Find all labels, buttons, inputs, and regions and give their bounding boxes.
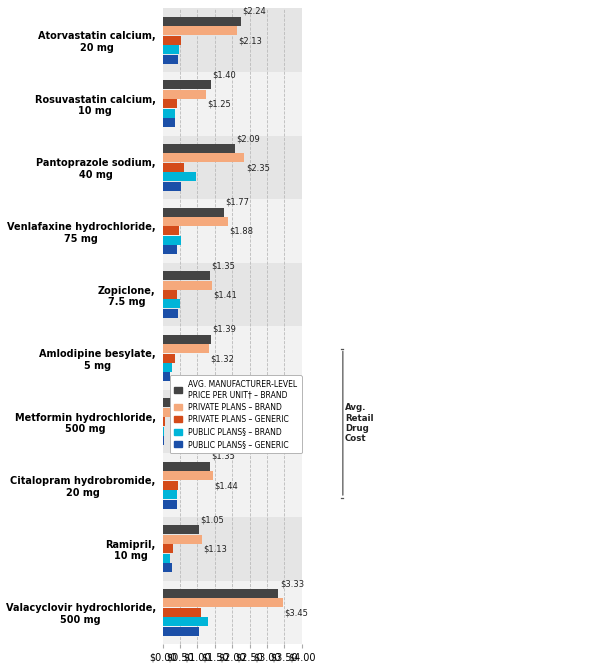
Bar <box>163 26 237 35</box>
Bar <box>163 55 178 63</box>
Text: $3.45: $3.45 <box>284 609 308 617</box>
Bar <box>163 118 175 127</box>
Text: $2.09: $2.09 <box>237 134 260 143</box>
Text: $1.44: $1.44 <box>214 481 238 490</box>
Bar <box>163 326 302 390</box>
Bar <box>163 100 176 108</box>
Bar <box>163 144 235 153</box>
Bar <box>163 417 165 426</box>
Text: $1.25: $1.25 <box>208 100 231 109</box>
Bar <box>163 36 181 45</box>
Bar <box>163 344 209 353</box>
Text: $1.05: $1.05 <box>200 516 224 524</box>
Bar <box>163 599 283 607</box>
Text: $1.77: $1.77 <box>226 198 250 206</box>
Bar <box>163 471 213 480</box>
Bar <box>163 627 199 636</box>
Bar <box>163 309 178 318</box>
Bar <box>163 290 177 299</box>
Bar <box>163 226 179 235</box>
Bar <box>163 236 181 245</box>
Bar <box>163 271 209 280</box>
Bar <box>163 398 171 407</box>
Bar <box>163 373 170 381</box>
Text: $0.34: $0.34 <box>176 418 200 427</box>
Bar <box>163 245 177 255</box>
Bar <box>163 500 177 508</box>
Bar <box>163 517 302 580</box>
Bar <box>163 80 211 90</box>
Bar <box>163 490 176 499</box>
Bar <box>163 136 302 199</box>
Bar <box>163 182 181 191</box>
Text: $3.33: $3.33 <box>280 579 304 588</box>
Bar <box>163 390 302 454</box>
Bar <box>163 281 212 290</box>
Bar <box>163 90 206 99</box>
Text: $1.39: $1.39 <box>212 325 236 334</box>
Bar <box>163 9 302 72</box>
Text: $2.24: $2.24 <box>242 7 266 16</box>
Text: $1.88: $1.88 <box>229 227 253 236</box>
Bar <box>163 45 179 54</box>
Bar <box>163 454 302 517</box>
Text: $1.13: $1.13 <box>203 544 227 554</box>
Bar <box>163 608 201 617</box>
Legend: AVG. MANUFACTURER-LEVEL
PRICE PER UNIT† – BRAND, PRIVATE PLANS – BRAND, PRIVATE : AVG. MANUFACTURER-LEVEL PRICE PER UNIT† … <box>170 375 302 454</box>
Bar <box>163 263 302 326</box>
Text: $1.41: $1.41 <box>213 291 237 299</box>
Bar <box>163 580 302 644</box>
Bar <box>163 154 244 162</box>
Text: $0.24: $0.24 <box>172 388 196 397</box>
Bar <box>163 481 178 490</box>
Bar <box>163 353 175 363</box>
Bar <box>163 299 180 309</box>
Bar <box>163 427 164 436</box>
Bar <box>163 526 199 534</box>
Bar <box>163 535 202 544</box>
Bar <box>163 563 172 572</box>
Bar <box>163 199 302 263</box>
Bar <box>163 208 224 216</box>
Bar <box>163 617 208 627</box>
Bar <box>163 589 278 598</box>
Bar <box>163 363 172 372</box>
Bar <box>163 436 164 445</box>
Bar <box>163 217 228 226</box>
Text: $1.40: $1.40 <box>213 71 236 79</box>
Text: $2.13: $2.13 <box>238 36 262 45</box>
Bar <box>163 163 184 172</box>
Bar <box>163 544 173 553</box>
Bar <box>163 335 211 344</box>
Text: $1.32: $1.32 <box>210 354 234 363</box>
Bar <box>163 407 175 417</box>
Text: Avg.
Retail
Drug
Cost: Avg. Retail Drug Cost <box>345 403 373 444</box>
Bar <box>163 17 241 26</box>
Text: $2.35: $2.35 <box>246 164 269 172</box>
Bar <box>163 109 175 118</box>
Text: $1.35: $1.35 <box>211 452 235 461</box>
Text: $1.35: $1.35 <box>211 261 235 271</box>
Bar <box>163 554 170 562</box>
Bar <box>163 172 196 181</box>
Bar <box>163 72 302 136</box>
Bar <box>163 462 209 471</box>
